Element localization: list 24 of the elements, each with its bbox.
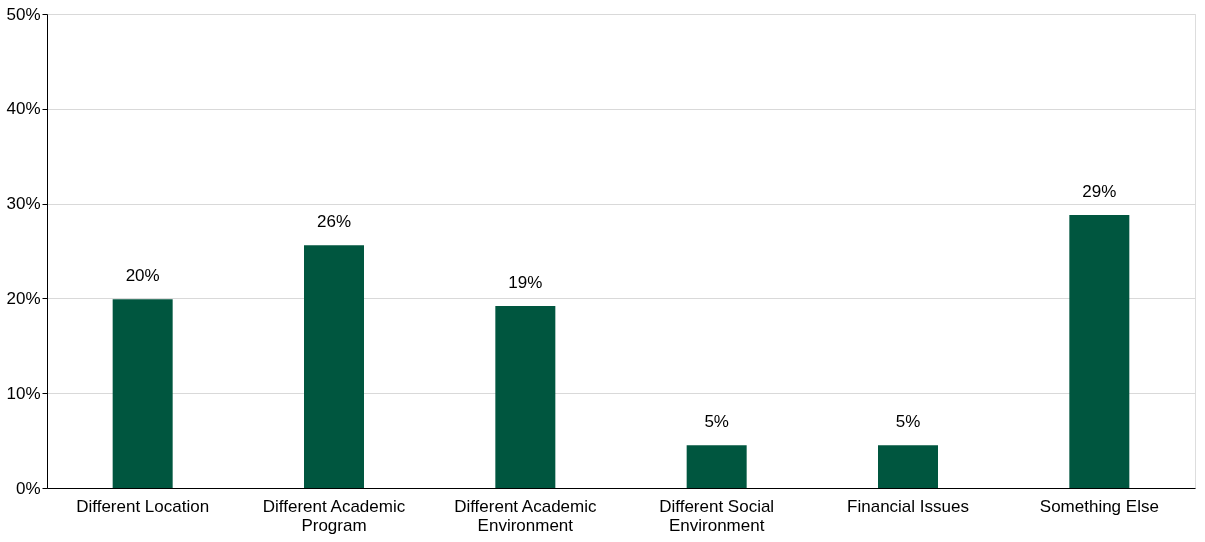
y-tick-label: 10% <box>6 383 41 403</box>
bar <box>304 245 364 488</box>
y-tick-label: 40% <box>6 99 41 119</box>
bar <box>495 305 556 488</box>
bar <box>112 299 173 488</box>
data-label: 5% <box>704 412 729 432</box>
data-label: 20% <box>125 266 160 286</box>
x-tick-label: Different Social Environment <box>659 496 775 535</box>
x-tick-label: Something Else <box>1039 496 1159 516</box>
bar <box>1069 214 1130 488</box>
x-tick-label: Different Location <box>76 496 210 516</box>
data-label: 29% <box>1082 181 1117 201</box>
data-label: 5% <box>895 412 921 432</box>
bar <box>878 445 938 488</box>
y-tick-label: 20% <box>6 288 41 308</box>
y-tick-label: 0% <box>15 478 41 498</box>
x-tick-label: Different Academic Program <box>262 496 406 535</box>
data-label: 19% <box>508 272 543 292</box>
y-tick-label: 50% <box>6 4 41 24</box>
data-label: 26% <box>316 212 352 232</box>
bar <box>686 445 747 488</box>
x-tick-label: Financial Issues <box>847 496 969 516</box>
x-tick-label: Different Academic Environment <box>454 496 598 535</box>
y-tick-label: 30% <box>6 194 41 214</box>
